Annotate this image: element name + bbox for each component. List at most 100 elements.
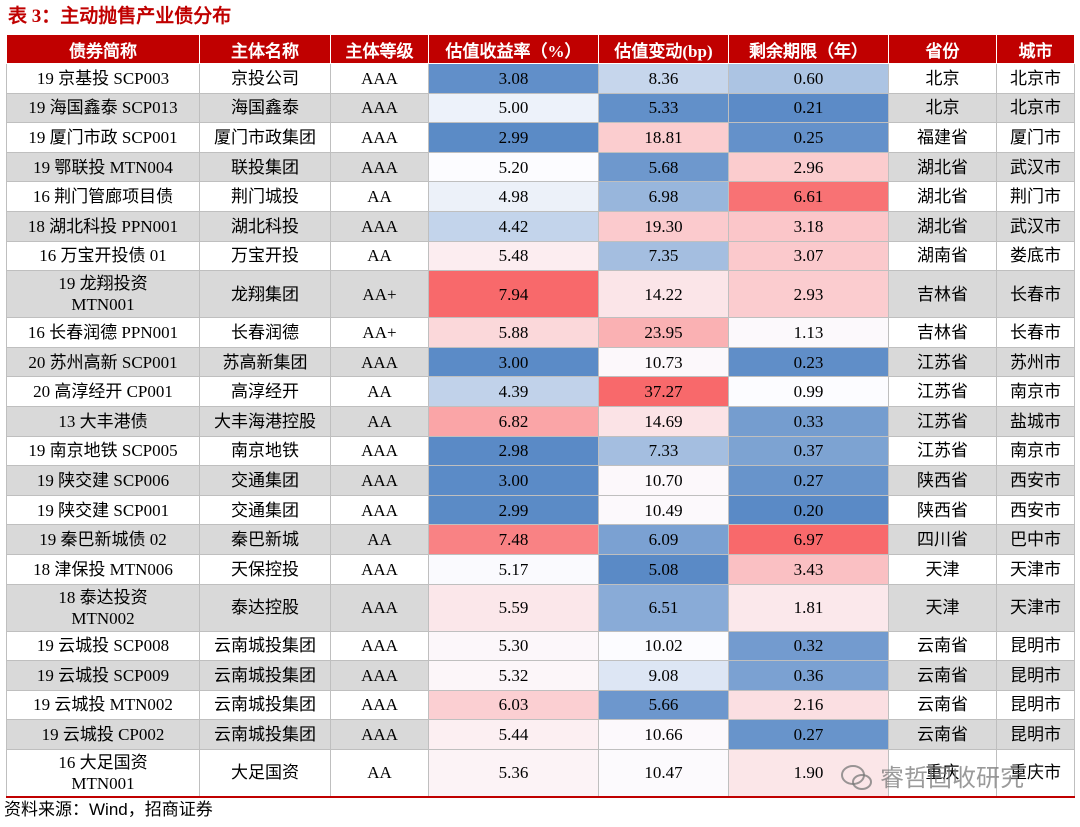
- table-cell: AA: [330, 748, 429, 798]
- table-cell: AAA: [330, 660, 429, 691]
- table-cell: AA: [330, 181, 429, 212]
- table-cell: AAA: [330, 494, 429, 526]
- table-cell: AA+: [330, 270, 429, 319]
- heat-cell: 2.16: [728, 689, 889, 721]
- table-row: 19 云城投 MTN002 云南城投集团 AAA 6.03 5.66 2.16 云南省 昆明市: [6, 689, 1075, 721]
- table-cell: 19 厦门市政 SCP001: [6, 122, 200, 153]
- heat-cell: 4.42: [428, 210, 599, 242]
- table-cell: AAA: [330, 630, 429, 662]
- heat-cell: 0.27: [728, 719, 889, 750]
- table-cell: 长春市: [996, 317, 1075, 348]
- column-header: 债券简称: [6, 34, 200, 64]
- table-cell: 京投公司: [199, 63, 331, 94]
- table-cell: 龙翔集团: [199, 270, 331, 319]
- column-header: 主体等级: [330, 34, 429, 64]
- table-row: 19 厦门市政 SCP001 厦门市政集团 AAA 2.99 18.81 0.25 福建省厦…: [6, 122, 1075, 153]
- heat-cell: 10.70: [598, 465, 729, 496]
- table-cell: 厦门市: [996, 122, 1075, 153]
- heat-cell: 4.39: [428, 376, 599, 407]
- column-header: 城市: [996, 34, 1075, 64]
- heat-cell: 2.99: [428, 122, 599, 153]
- table-cell: 吉林省: [888, 270, 997, 319]
- data-table: 债券简称 主体名称 主体等级 估值收益率（%） 估值变动(bp) 剩余期限（年） 省份 城市 …: [6, 34, 1075, 798]
- heat-cell: 6.03: [428, 689, 599, 721]
- table-cell: 19 云城投 CP002: [6, 719, 200, 750]
- watermark: 睿哲固收研究: [840, 760, 1024, 796]
- table-row: 20 苏州高新 SCP001 苏高新集团 AAA 3.00 10.73 0.23 江苏省 苏州…: [6, 346, 1075, 378]
- table-row: 19 鄂联投 MTN004 联投集团 AAA 5.20 5.68 2.96 湖北省 武汉市: [6, 151, 1075, 183]
- table-cell: AAA: [330, 553, 429, 585]
- heat-cell: 10.02: [598, 630, 729, 662]
- heat-cell: 3.08: [428, 63, 599, 94]
- heat-cell: 5.66: [598, 689, 729, 721]
- table-cell: 四川省: [888, 524, 997, 555]
- table-row: 18 津保投 MTN006 天保控投 AAA 5.17 5.08 3.43 天津 天津市: [6, 553, 1075, 585]
- heat-cell: 6.09: [598, 524, 729, 555]
- heat-cell: 2.98: [428, 435, 599, 467]
- table-cell: 16 大足国资 MTN001: [6, 748, 200, 798]
- table-cell: 厦门市政集团: [199, 122, 331, 153]
- heat-cell: 3.43: [728, 553, 889, 585]
- heat-cell: 37.27: [598, 376, 729, 407]
- table-cell: 昆明市: [996, 630, 1075, 662]
- table-row: 19 南京地铁 SCP005 南京地铁 AAA 2.98 7.33 0.37 江苏省 南京市: [6, 435, 1075, 467]
- heat-cell: 6.82: [428, 405, 599, 437]
- table-cell: 19 陕交建 SCP001: [6, 494, 200, 526]
- table-cell: 泰达控股: [199, 583, 331, 632]
- table-cell: 19 云城投 MTN002: [6, 689, 200, 721]
- table-row: 19 京基投 SCP003 京投公司 AAA 3.08 8.36 0.60 北京 北京市: [6, 63, 1075, 94]
- table-cell: 重庆: [888, 748, 997, 798]
- heat-cell: 7.94: [428, 270, 599, 319]
- source-note: 资料来源：Wind，招商证券: [4, 800, 213, 819]
- heat-cell: 10.73: [598, 346, 729, 378]
- table-cell: 云南省: [888, 719, 997, 750]
- table-cell: 19 云城投 SCP009: [6, 660, 200, 691]
- table-cell: AAA: [330, 92, 429, 124]
- table-cell: 北京: [888, 92, 997, 124]
- table-cell: 陕西省: [888, 494, 997, 526]
- heat-cell: 5.32: [428, 660, 599, 691]
- table-cell: 昆明市: [996, 660, 1075, 691]
- column-header: 主体名称: [199, 34, 331, 64]
- table-row: 19 秦巴新城债 02 秦巴新城 AA 7.48 6.09 6.97 四川省 巴中市: [6, 524, 1075, 555]
- table-cell: 巴中市: [996, 524, 1075, 555]
- heat-cell: 5.00: [428, 92, 599, 124]
- table-row: 19 云城投 SCP008 云南城投集团 AAA 5.30 10.02 0.32 云南省 昆明…: [6, 630, 1075, 662]
- table-cell: 16 荆门管廊项目债: [6, 181, 200, 212]
- table-cell: 高淳经开: [199, 376, 331, 407]
- table-cell: 云南城投集团: [199, 689, 331, 721]
- heat-cell: 0.60: [728, 63, 889, 94]
- heat-cell: 0.32: [728, 630, 889, 662]
- table-cell: 交通集团: [199, 494, 331, 526]
- table-cell: AA: [330, 376, 429, 407]
- table-row: 19 陕交建 SCP001 交通集团 AAA 2.99 10.49 0.20 陕西省 西安市: [6, 494, 1075, 526]
- heat-cell: 5.17: [428, 553, 599, 585]
- table-cell: 云南省: [888, 630, 997, 662]
- table-cell: 云南省: [888, 689, 997, 721]
- table-cell: 19 云城投 SCP008: [6, 630, 200, 662]
- heat-cell: 10.49: [598, 494, 729, 526]
- table-cell: 海国鑫泰: [199, 92, 331, 124]
- heat-cell: 19.30: [598, 210, 729, 242]
- heat-cell: 14.22: [598, 270, 729, 319]
- heat-cell: 5.44: [428, 719, 599, 750]
- table-cell: 20 苏州高新 SCP001: [6, 346, 200, 378]
- column-header: 剩余期限（年）: [728, 34, 889, 64]
- table-cell: AAA: [330, 465, 429, 496]
- heat-cell: 5.30: [428, 630, 599, 662]
- table-cell: 云南城投集团: [199, 719, 331, 750]
- heat-cell: 3.00: [428, 346, 599, 378]
- table-cell: AAA: [330, 583, 429, 632]
- heat-cell: 8.36: [598, 63, 729, 94]
- table-cell: 南京地铁: [199, 435, 331, 467]
- heat-cell: 6.61: [728, 181, 889, 212]
- table-cell: 湖南省: [888, 240, 997, 272]
- heat-cell: 0.37: [728, 435, 889, 467]
- table-cell: 江苏省: [888, 346, 997, 378]
- table-cell: 天津市: [996, 583, 1075, 632]
- table-cell: 云南省: [888, 660, 997, 691]
- table-cell: 联投集团: [199, 151, 331, 183]
- table-cell: 18 泰达投资 MTN002: [6, 583, 200, 632]
- table-cell: AA: [330, 524, 429, 555]
- table-cell: 秦巴新城: [199, 524, 331, 555]
